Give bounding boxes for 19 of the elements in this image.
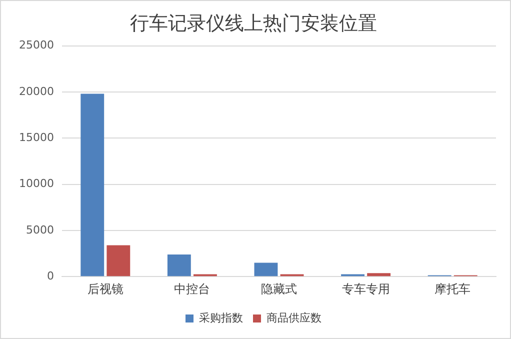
chart-title: 行车记录仪线上热门安装位置 xyxy=(130,12,377,34)
bar xyxy=(254,262,278,276)
y-tick-label: 15000 xyxy=(18,130,54,144)
bar xyxy=(167,254,191,276)
legend-label: 采购指数 xyxy=(199,311,243,324)
x-tick-label: 后视镜 xyxy=(87,282,124,296)
y-tick-label: 10000 xyxy=(18,177,54,190)
y-tick-label: 0 xyxy=(46,269,54,282)
bar xyxy=(106,245,130,276)
y-tick-label: 25000 xyxy=(18,38,54,52)
legend-label: 商品供应数 xyxy=(266,311,322,324)
bar xyxy=(367,273,391,276)
y-tick-label: 20000 xyxy=(18,84,54,98)
x-tick-label: 中控台 xyxy=(174,282,210,296)
x-tick-label: 专车专用 xyxy=(342,282,390,296)
x-tick-label: 隐藏式 xyxy=(260,282,297,296)
bar xyxy=(80,94,104,276)
y-tick-label: 5000 xyxy=(26,223,54,236)
x-tick-label: 摩托车 xyxy=(434,282,471,296)
